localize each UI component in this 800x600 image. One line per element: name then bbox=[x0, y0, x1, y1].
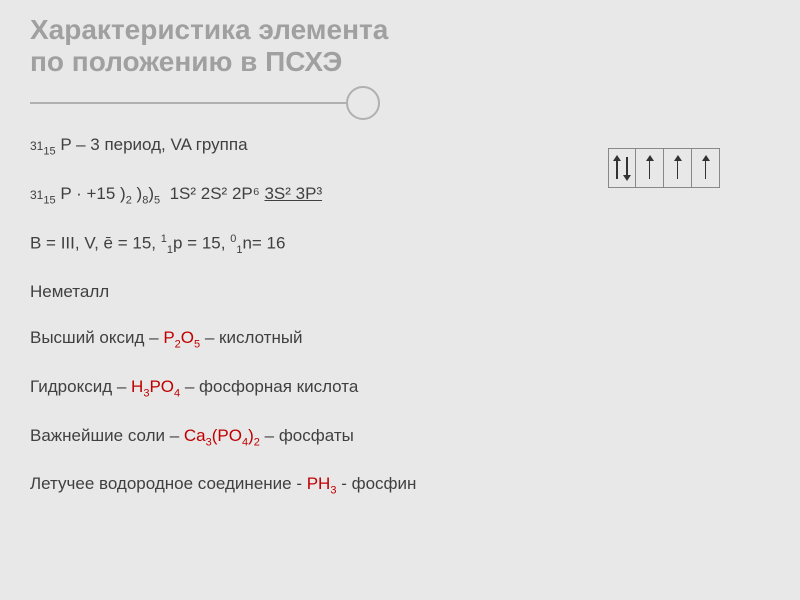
orbital-cell bbox=[636, 148, 664, 188]
oxide-tail: – кислотный bbox=[200, 328, 302, 347]
orbital-cell bbox=[692, 148, 720, 188]
salts-label: Важнейшие соли – bbox=[30, 426, 184, 445]
orbital-cell bbox=[608, 148, 636, 188]
hydroxide-formula: H3PO4 bbox=[131, 377, 180, 396]
row-nonmetal: Неметалл bbox=[30, 281, 770, 303]
arrow-up-icon bbox=[646, 153, 654, 183]
oxide-label: Высший оксид – bbox=[30, 328, 163, 347]
arrow-up-icon bbox=[702, 153, 710, 183]
volatile-formula: PH3 bbox=[307, 474, 337, 493]
row-volatile: Летучее водородное соединение - PH3 - фо… bbox=[30, 473, 770, 498]
title-line-1: Характеристика элемента bbox=[30, 14, 770, 46]
row-oxide: Высший оксид – P2O5 – кислотный bbox=[30, 327, 770, 352]
row-hydroxide: Гидроксид – H3PO4 – фосфорная кислота bbox=[30, 376, 770, 401]
divider bbox=[30, 84, 770, 124]
arrow-down-icon bbox=[623, 153, 631, 183]
oxide-formula: P2O5 bbox=[163, 328, 200, 347]
divider-line bbox=[30, 102, 360, 104]
salts-tail: – фосфаты bbox=[260, 426, 354, 445]
hydroxide-tail: – фосфорная кислота bbox=[180, 377, 358, 396]
divider-circle bbox=[346, 86, 380, 120]
volatile-tail: - фосфин bbox=[336, 474, 416, 493]
hydroxide-label: Гидроксид – bbox=[30, 377, 131, 396]
arrow-up-icon bbox=[674, 153, 682, 183]
orbital-diagram bbox=[608, 148, 720, 188]
slide-header: Характеристика элемента по положению в П… bbox=[0, 0, 800, 134]
orbital-cell bbox=[664, 148, 692, 188]
content: 3115 P – 3 период, VA группа 3115 P · +1… bbox=[0, 134, 800, 498]
row-salts: Важнейшие соли – Ca3(PO4)2 – фосфаты bbox=[30, 425, 770, 450]
arrow-up-icon bbox=[613, 153, 621, 183]
row-valence: B = III, V, ē = 15, 11p = 15, 01n= 16 bbox=[30, 232, 770, 257]
title-line-2: по положению в ПСХЭ bbox=[30, 46, 770, 78]
volatile-label: Летучее водородное соединение - bbox=[30, 474, 307, 493]
salts-formula: Ca3(PO4)2 bbox=[184, 426, 260, 445]
